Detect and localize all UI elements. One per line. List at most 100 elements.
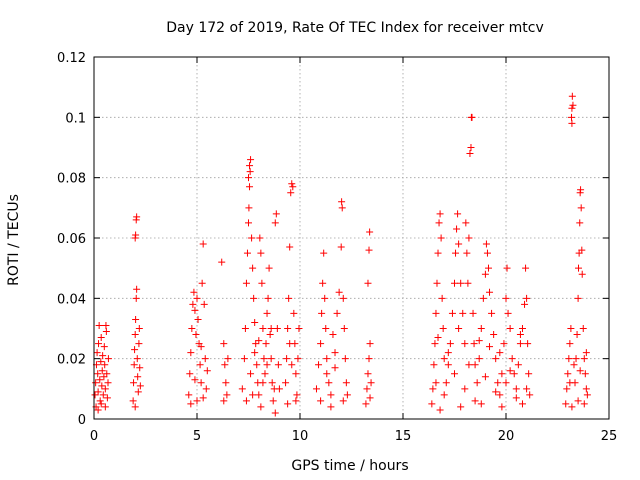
data-point bbox=[245, 219, 252, 227]
data-point bbox=[477, 400, 485, 408]
data-point bbox=[339, 294, 347, 302]
chart-title: Day 172 of 2019, Rate Of TEC Index for r… bbox=[166, 20, 543, 36]
data-point bbox=[503, 264, 511, 272]
data-point bbox=[136, 364, 144, 372]
data-point bbox=[484, 264, 492, 272]
data-point bbox=[576, 367, 584, 375]
data-point bbox=[132, 231, 140, 239]
data-point bbox=[343, 391, 351, 399]
data-point bbox=[98, 367, 106, 375]
data-point bbox=[256, 234, 264, 242]
data-point bbox=[264, 294, 272, 302]
x-tick-label: 10 bbox=[292, 429, 309, 444]
data-point bbox=[583, 391, 591, 399]
data-point bbox=[516, 340, 524, 348]
data-point bbox=[452, 249, 460, 257]
data-point bbox=[218, 258, 226, 266]
data-point bbox=[451, 370, 458, 378]
data-point bbox=[461, 340, 469, 348]
data-point bbox=[257, 249, 265, 257]
data-point bbox=[130, 379, 138, 387]
data-point bbox=[516, 331, 524, 339]
data-point bbox=[577, 186, 585, 194]
data-point bbox=[103, 370, 111, 378]
data-point bbox=[568, 113, 576, 121]
data-point bbox=[437, 234, 445, 242]
y-axis-title: ROTI / TECUs bbox=[6, 194, 22, 286]
data-point bbox=[488, 309, 496, 317]
data-point bbox=[329, 331, 337, 339]
data-point bbox=[245, 204, 253, 212]
data-point bbox=[444, 361, 452, 369]
data-point bbox=[95, 321, 103, 329]
data-point bbox=[131, 331, 139, 339]
data-point bbox=[191, 376, 199, 384]
data-point bbox=[477, 325, 485, 332]
data-point bbox=[293, 391, 301, 399]
data-point bbox=[465, 234, 473, 242]
data-point bbox=[100, 343, 108, 351]
data-point bbox=[249, 391, 257, 399]
data-point bbox=[459, 309, 467, 317]
data-point bbox=[185, 391, 193, 399]
data-point bbox=[444, 349, 452, 357]
data-point bbox=[436, 406, 444, 414]
data-point bbox=[580, 355, 588, 363]
data-point bbox=[504, 309, 512, 317]
data-point bbox=[102, 328, 110, 336]
data-point bbox=[263, 309, 271, 317]
data-point bbox=[466, 150, 474, 158]
data-point bbox=[96, 397, 104, 405]
data-point bbox=[570, 361, 578, 369]
data-point bbox=[576, 219, 584, 227]
data-point bbox=[464, 279, 472, 287]
data-point bbox=[287, 189, 295, 197]
data-point bbox=[190, 288, 198, 296]
data-point bbox=[523, 294, 531, 302]
data-point bbox=[432, 379, 440, 387]
data-point bbox=[436, 210, 444, 218]
data-point bbox=[498, 370, 506, 378]
data-point bbox=[263, 361, 271, 369]
data-point bbox=[453, 225, 461, 233]
data-point bbox=[365, 355, 373, 363]
data-point bbox=[498, 403, 506, 411]
data-point bbox=[492, 388, 500, 396]
data-point bbox=[482, 240, 490, 248]
data-point bbox=[197, 379, 205, 387]
data-point bbox=[290, 309, 298, 317]
data-point bbox=[251, 349, 259, 357]
data-point bbox=[323, 370, 331, 378]
data-point bbox=[331, 349, 339, 357]
data-point bbox=[508, 355, 516, 363]
data-point bbox=[283, 355, 291, 363]
data-point bbox=[294, 355, 302, 363]
data-point bbox=[338, 198, 346, 206]
data-point bbox=[133, 355, 141, 363]
data-point bbox=[134, 388, 142, 396]
data-point bbox=[136, 382, 144, 390]
data-point bbox=[261, 370, 269, 378]
data-point bbox=[288, 361, 296, 369]
data-point bbox=[103, 394, 111, 402]
data-point bbox=[572, 355, 580, 363]
data-point bbox=[286, 340, 294, 348]
data-point bbox=[337, 243, 345, 251]
data-point bbox=[104, 379, 112, 387]
data-point bbox=[269, 397, 277, 405]
data-point bbox=[582, 385, 590, 393]
data-point bbox=[197, 343, 205, 351]
data-point bbox=[522, 264, 530, 272]
data-point bbox=[341, 355, 349, 363]
data-point bbox=[432, 309, 440, 317]
data-point bbox=[566, 340, 574, 348]
data-point bbox=[318, 309, 326, 317]
data-point bbox=[242, 279, 250, 287]
data-point bbox=[506, 367, 514, 375]
data-point bbox=[135, 325, 143, 332]
y-tick-label: 0.12 bbox=[57, 51, 86, 66]
x-tick-label: 15 bbox=[395, 429, 412, 444]
data-point bbox=[331, 364, 339, 372]
data-point bbox=[292, 397, 300, 405]
x-tick-label: 5 bbox=[193, 429, 201, 444]
